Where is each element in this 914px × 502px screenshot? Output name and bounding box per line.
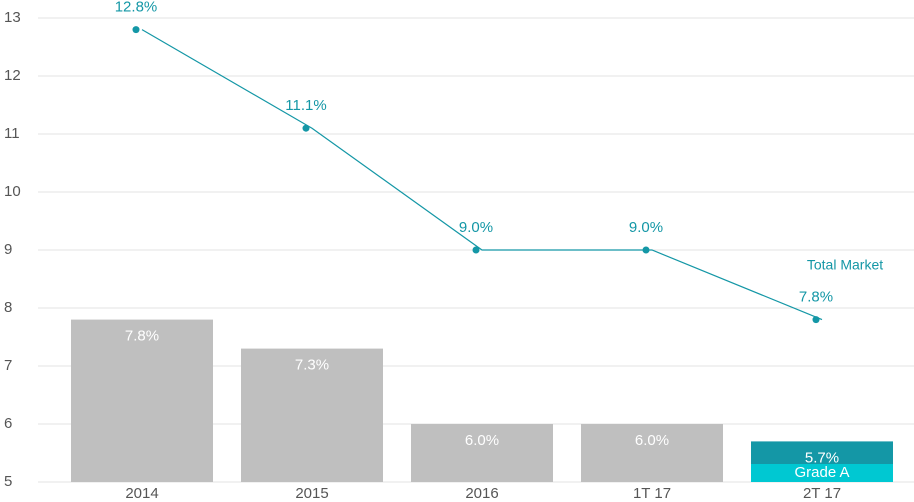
- bar-value-label: 5.7%: [805, 449, 839, 466]
- annotation-band: [751, 464, 893, 482]
- line-value-label: 7.8%: [799, 289, 833, 306]
- line-point: [472, 246, 480, 254]
- y-tick-label: 10: [4, 183, 21, 200]
- line-value-label: 12.8%: [115, 0, 158, 16]
- bar: [241, 348, 383, 482]
- series-name: Total Market: [807, 257, 883, 273]
- y-tick-label: 8: [4, 299, 12, 316]
- x-tick-label: 2014: [125, 485, 158, 502]
- bar: [411, 424, 553, 482]
- y-tick-label: 13: [4, 9, 21, 26]
- y-tick-label: 12: [4, 67, 21, 84]
- line-point: [642, 246, 650, 254]
- annotation-label: Grade A: [794, 464, 849, 481]
- y-tick-label: 6: [4, 415, 12, 432]
- bar: [71, 319, 213, 482]
- bar-value-label: 6.0%: [465, 432, 499, 449]
- bar-value-label: 6.0%: [635, 432, 669, 449]
- line-point: [812, 316, 820, 324]
- y-tick-label: 9: [4, 241, 12, 258]
- x-tick-label: 2016: [465, 485, 498, 502]
- x-tick-label: 1T 17: [633, 485, 671, 502]
- line-value-label: 9.0%: [629, 219, 663, 236]
- line-point: [302, 124, 310, 132]
- x-tick-label: 2T 17: [803, 485, 841, 502]
- line-point: [132, 26, 140, 34]
- x-tick-label: 2015: [295, 485, 328, 502]
- bar-value-label: 7.8%: [125, 328, 159, 345]
- y-tick-label: 11: [4, 125, 20, 142]
- y-tick-label: 5: [4, 473, 12, 490]
- line-value-label: 11.1%: [285, 97, 326, 114]
- line: [141, 29, 823, 321]
- y-tick-label: 7: [4, 357, 12, 374]
- bar-value-label: 7.3%: [295, 357, 329, 374]
- line-value-label: 9.0%: [459, 219, 493, 236]
- bar: [581, 424, 723, 482]
